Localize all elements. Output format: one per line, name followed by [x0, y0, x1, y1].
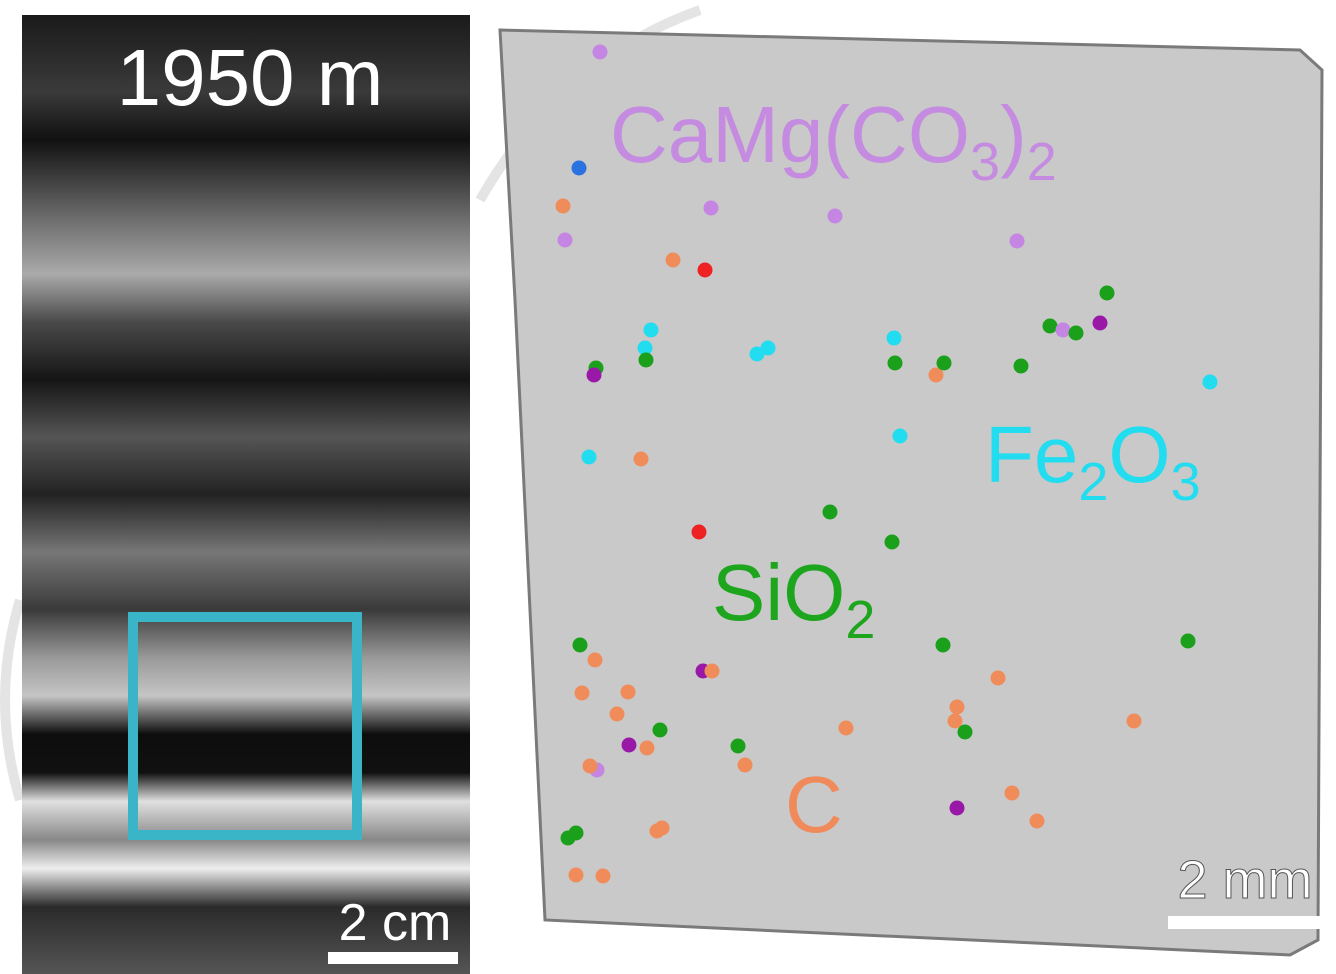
particle-dot: [991, 671, 1006, 686]
particle-dot: [653, 723, 668, 738]
particle-dot: [666, 253, 681, 268]
scale-bar: [328, 952, 458, 964]
particle-dot: [761, 341, 776, 356]
particle-dot: [1014, 359, 1029, 374]
particle-dot: [738, 758, 753, 773]
carbon-label: C: [785, 760, 843, 849]
particle-dot: [1043, 319, 1058, 334]
particle-dot: [839, 721, 854, 736]
particle-dot: [583, 759, 598, 774]
particle-dot: [593, 45, 608, 60]
particle-dot: [704, 201, 719, 216]
particle-dot: [655, 821, 670, 836]
particle-dot: [1093, 316, 1108, 331]
particle-dot: [558, 233, 573, 248]
particle-dot: [1069, 326, 1084, 341]
particle-dot: [888, 356, 903, 371]
particle-dot: [1127, 714, 1142, 729]
particle-dot: [639, 353, 654, 368]
particle-dot: [610, 707, 625, 722]
particle-dot: [587, 368, 602, 383]
particle-dot: [828, 209, 843, 224]
particle-dot: [588, 653, 603, 668]
particle-dot: [893, 429, 908, 444]
particle-dot: [569, 868, 584, 883]
particle-dot: [823, 505, 838, 520]
particle-dot: [731, 739, 746, 754]
particle-dot: [950, 801, 965, 816]
particle-dot: [622, 738, 637, 753]
particle-dot: [1203, 375, 1218, 390]
particle-dot: [640, 741, 655, 756]
particle-dot: [621, 685, 636, 700]
scale-label: 2 mm: [1178, 850, 1313, 910]
particle-dot: [937, 356, 952, 371]
particle-dot: [885, 535, 900, 550]
particle-dot: [1181, 634, 1196, 649]
particle-dot: [692, 525, 707, 540]
depth-label: 1950 m: [117, 33, 384, 122]
figure: 1950 m 2 cm CaMg(CO3)2 Fe2O3 SiO2 C 2 mm: [0, 0, 1336, 974]
particle-dot: [561, 831, 576, 846]
scale-label: 2 cm: [339, 894, 452, 952]
particle-dot: [887, 331, 902, 346]
particle-dot: [705, 664, 720, 679]
particle-dot: [1056, 323, 1071, 338]
particle-dot: [1005, 786, 1020, 801]
particle-dot: [573, 638, 588, 653]
particle-dot: [950, 700, 965, 715]
particle-dot: [936, 638, 951, 653]
particle-dot: [1030, 814, 1045, 829]
particle-dot: [572, 161, 587, 176]
particle-dot: [582, 450, 597, 465]
particle-dot: [634, 452, 649, 467]
scale-bar: [1168, 916, 1320, 929]
particle-dot: [958, 725, 973, 740]
particle-dot: [644, 323, 659, 338]
particle-dot: [1100, 286, 1115, 301]
particle-dot: [596, 869, 611, 884]
particle-dot: [1010, 234, 1025, 249]
particle-dot: [698, 263, 713, 278]
particle-dot: [556, 199, 571, 214]
particle-dot: [575, 686, 590, 701]
